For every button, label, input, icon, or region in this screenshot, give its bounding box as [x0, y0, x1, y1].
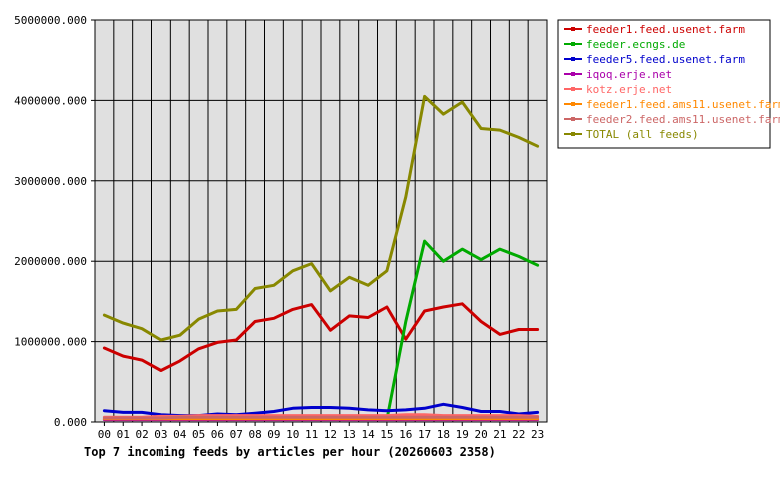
x-tick-label: 04 [173, 428, 187, 441]
legend-label: kotz.erje.net [586, 83, 672, 96]
legend-marker [571, 117, 575, 121]
x-tick-label: 18 [437, 428, 450, 441]
x-tick-label: 07 [230, 428, 243, 441]
x-tick-label: 10 [286, 428, 299, 441]
legend-label: feeder2.feed.ams11.usenet.farm [586, 113, 780, 126]
plot-border [94, 19, 548, 423]
x-tick-label: 01 [117, 428, 130, 441]
x-tick-label: 21 [493, 428, 506, 441]
legend-label: feeder5.feed.usenet.farm [586, 53, 745, 66]
x-tick-label: 05 [192, 428, 205, 441]
legend: feeder1.feed.usenet.farm feeder.ecngs.de f… [557, 19, 780, 149]
x-tick-label: 14 [361, 428, 375, 441]
x-tick-label: 22 [512, 428, 525, 441]
x-tick-label: 15 [380, 428, 393, 441]
legend-marker [571, 132, 575, 136]
x-tick-label: 08 [248, 428, 261, 441]
y-tick-label: 4000000.000 [14, 94, 87, 107]
x-tick-label: 11 [305, 428, 318, 441]
x-tick-label: 17 [418, 428, 431, 441]
legend-label: TOTAL (all feeds) [586, 128, 699, 141]
x-tick-label: 23 [531, 428, 544, 441]
legend-label: feeder.ecngs.de [586, 38, 685, 51]
legend-label: feeder1.feed.usenet.farm [586, 23, 745, 36]
x-tick-label: 12 [324, 428, 337, 441]
x-tick-label: 19 [456, 428, 469, 441]
legend-label: feeder1.feed.ams11.usenet.farm [586, 98, 780, 111]
series-line-7 [102, 94, 540, 342]
x-tick-label: 06 [211, 428, 224, 441]
y-tick-label: 2000000.000 [14, 255, 87, 268]
x-tick-label: 00 [98, 428, 111, 441]
series-line-0 [102, 302, 540, 372]
x-tick-label: 20 [474, 428, 487, 441]
x-tick-label: 02 [135, 428, 148, 441]
legend-marker [571, 72, 575, 76]
y-tick-label: 0.000 [54, 416, 87, 429]
series-lines [102, 94, 540, 422]
x-tick-label: 03 [154, 428, 167, 441]
x-tick-label: 13 [343, 428, 356, 441]
legend-marker [571, 57, 575, 61]
legend-label: iqoq.erje.net [586, 68, 672, 81]
legend-marker [571, 87, 575, 91]
legend-marker [571, 42, 575, 46]
y-tick-label: 1000000.000 [14, 336, 87, 349]
chart-title: Top 7 incoming feeds by articles per hou… [84, 445, 496, 459]
x-tick-label: 16 [399, 428, 412, 441]
legend-box [557, 19, 771, 149]
series-line-1 [385, 239, 540, 422]
y-tick-label: 5000000.000 [14, 14, 87, 27]
axes: 0.000 1000000.000 2000000.000 3000000.000 40… [14, 14, 548, 441]
legend-marker [571, 102, 575, 106]
y-tick-label: 3000000.000 [14, 175, 87, 188]
x-tick-label: 09 [267, 428, 280, 441]
legend-marker [571, 27, 575, 31]
series-line-6 [102, 415, 540, 420]
